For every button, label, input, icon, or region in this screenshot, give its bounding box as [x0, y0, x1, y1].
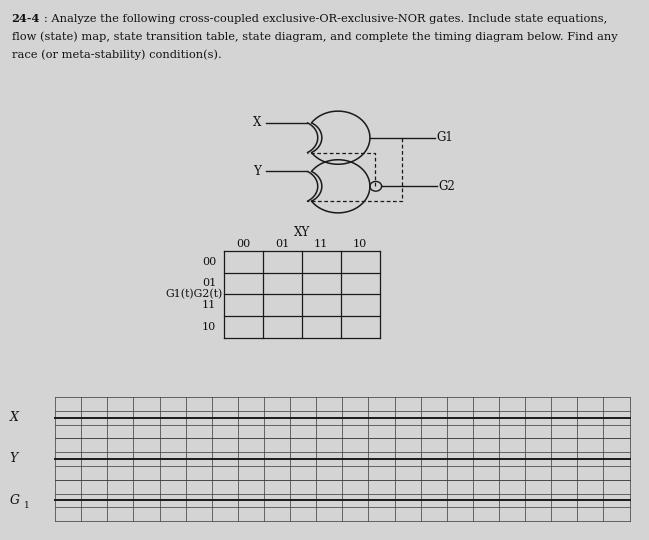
Text: G1(t)G2(t): G1(t)G2(t) — [165, 289, 223, 300]
Text: 11: 11 — [314, 239, 328, 248]
Text: Y: Y — [253, 165, 261, 178]
Text: 01: 01 — [202, 279, 216, 288]
Text: 24-4: 24-4 — [12, 14, 40, 24]
Text: 00: 00 — [236, 239, 251, 248]
Text: 10: 10 — [202, 322, 216, 332]
Text: race (or meta-stability) condition(s).: race (or meta-stability) condition(s). — [12, 49, 221, 60]
Text: X: X — [10, 411, 19, 424]
Text: G2: G2 — [438, 180, 455, 193]
Text: G: G — [10, 494, 19, 507]
Text: X: X — [252, 116, 261, 130]
Text: 1: 1 — [24, 501, 30, 510]
Text: 10: 10 — [353, 239, 367, 248]
Text: 00: 00 — [202, 257, 216, 267]
Text: XY: XY — [293, 226, 310, 239]
Text: : Analyze the following cross-coupled exclusive-OR-exclusive-NOR gates. Include : : Analyze the following cross-coupled ex… — [44, 14, 607, 24]
Text: flow (state) map, state transition table, state diagram, and complete the timing: flow (state) map, state transition table… — [12, 31, 617, 42]
Text: G1: G1 — [436, 131, 453, 144]
Text: 01: 01 — [275, 239, 289, 248]
Text: 11: 11 — [202, 300, 216, 310]
Text: Y: Y — [10, 453, 18, 465]
